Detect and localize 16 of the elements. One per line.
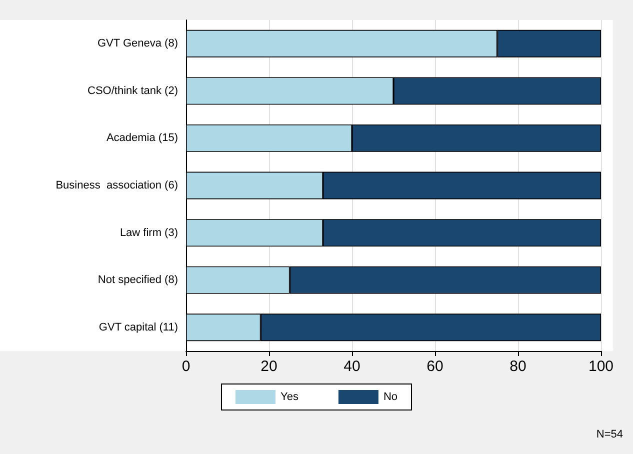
- text: N=54: [596, 428, 624, 440]
- legend-label: Yes: [280, 391, 299, 403]
- x-tick-label: 40: [344, 358, 360, 375]
- y-tick-label: CSO/think tank (2): [88, 84, 178, 97]
- y-tick-label: Business association (6): [56, 180, 178, 192]
- x-tick-label: 100: [588, 358, 614, 375]
- legend-label: No: [383, 391, 398, 403]
- x-tick-label: 80: [510, 358, 526, 375]
- y-tick-label: GVT Geneva (8): [98, 38, 178, 50]
- x-tick-label: 0: [182, 358, 190, 375]
- y-tick-label: Law firm (3): [120, 226, 178, 239]
- x-tick-label: 60: [426, 358, 444, 375]
- y-tick-label: GVT capital (11): [98, 321, 178, 334]
- y-tick-label: Not specified (8): [98, 274, 178, 286]
- x-tick-label: 20: [260, 358, 278, 375]
- y-tick-label: Academia (15): [106, 132, 178, 144]
